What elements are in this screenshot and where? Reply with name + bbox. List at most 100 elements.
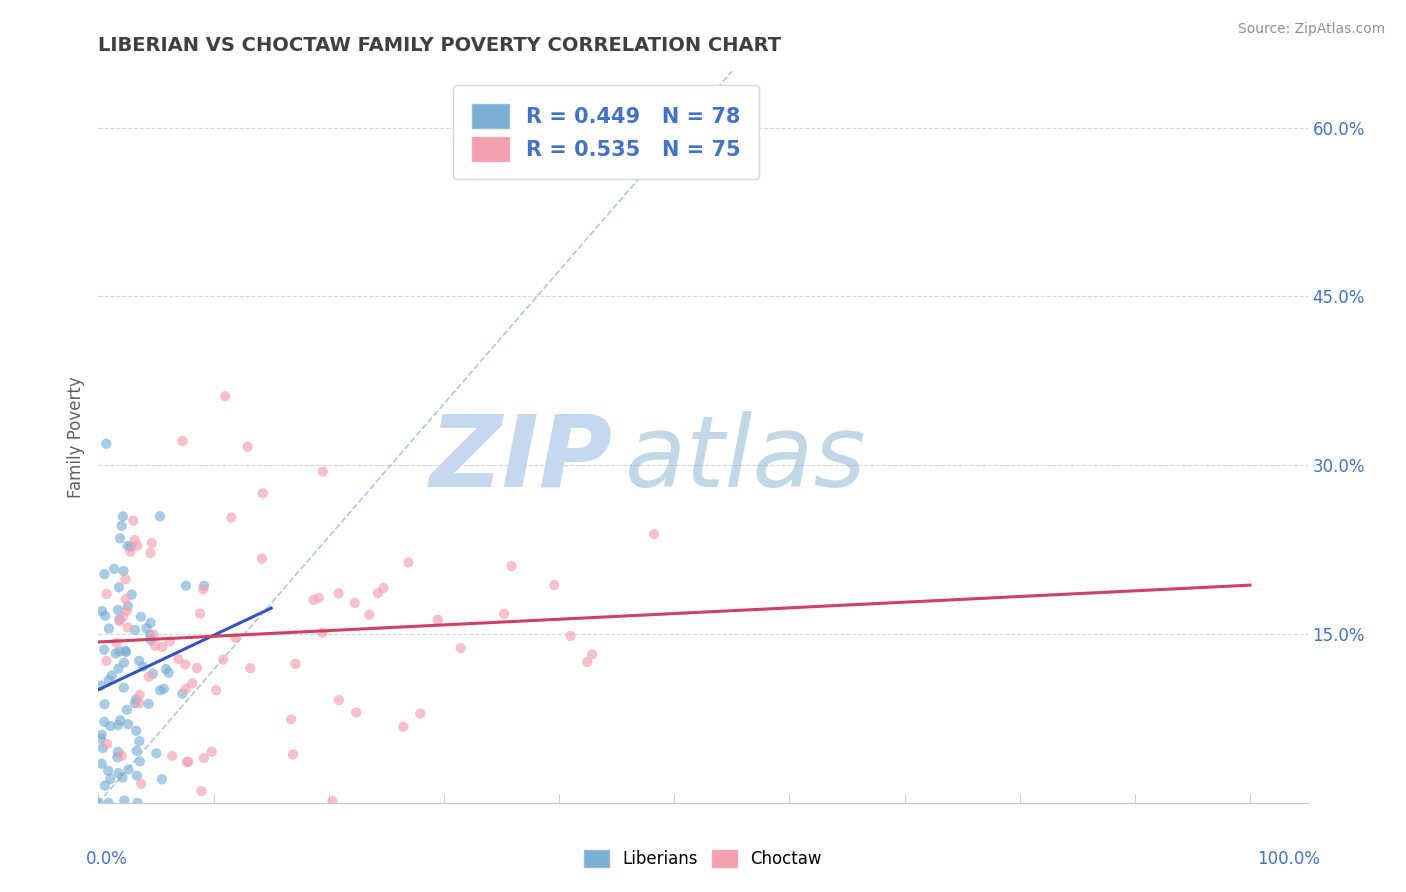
Point [117, 717, 139, 731]
Point [409, 706, 432, 721]
Point [108, 612, 131, 626]
Point [143, 639, 166, 653]
Point [124, 696, 146, 710]
Point [181, 676, 204, 690]
Point [90, 731, 112, 746]
Point [105, 750, 128, 764]
Point [90, 728, 112, 742]
Point [108, 644, 131, 658]
Point [93, 567, 115, 582]
Point [120, 544, 142, 558]
Point [214, 389, 236, 403]
Point [343, 596, 366, 610]
Point [111, 771, 134, 785]
Point [127, 796, 149, 810]
Point [100, 668, 122, 682]
Point [104, 647, 127, 661]
Point [450, 641, 472, 656]
Point [129, 609, 152, 624]
Point [110, 714, 132, 728]
Point [150, 772, 173, 787]
Point [212, 653, 235, 667]
Point [141, 536, 163, 550]
Point [96, 587, 118, 601]
Point [219, 510, 242, 524]
Point [193, 751, 215, 765]
Point [392, 720, 415, 734]
Point [117, 539, 139, 553]
Point [142, 628, 165, 642]
Point [97, 622, 120, 636]
Point [125, 744, 148, 758]
Point [167, 652, 190, 666]
Point [108, 531, 131, 545]
Point [107, 662, 129, 676]
Point [138, 697, 160, 711]
Point [174, 578, 197, 592]
Point [172, 687, 194, 701]
Point [135, 622, 157, 636]
Point [97, 673, 120, 687]
Point [107, 718, 129, 732]
Point [105, 636, 128, 650]
Point [117, 763, 139, 777]
Point [107, 766, 129, 780]
Point [312, 465, 335, 479]
Point [125, 692, 148, 706]
Point [284, 657, 307, 671]
Point [359, 607, 381, 622]
Point [190, 784, 212, 798]
Point [321, 794, 343, 808]
Point [112, 793, 135, 807]
Point [193, 582, 215, 597]
Point [543, 578, 565, 592]
Point [112, 609, 135, 624]
Point [110, 518, 132, 533]
Point [157, 665, 180, 680]
Point [328, 693, 350, 707]
Point [124, 533, 146, 548]
Point [149, 683, 172, 698]
Point [176, 755, 198, 769]
Point [328, 586, 350, 600]
Point [114, 572, 136, 586]
Point [90, 756, 112, 771]
Point [129, 777, 152, 791]
Point [373, 581, 395, 595]
Point [139, 633, 162, 648]
Point [93, 697, 115, 711]
Point [115, 604, 138, 618]
Point [90, 679, 112, 693]
Point [172, 434, 194, 448]
Point [643, 527, 665, 541]
Point [201, 745, 224, 759]
Point [344, 706, 367, 720]
Point [112, 656, 135, 670]
Point [128, 654, 150, 668]
Point [103, 562, 125, 576]
Point [128, 688, 150, 702]
Point [501, 559, 523, 574]
Point [581, 648, 603, 662]
Point [142, 666, 165, 681]
Point [125, 769, 148, 783]
Point [87, 796, 110, 810]
Point [124, 623, 146, 637]
Point [132, 659, 155, 673]
Point [186, 661, 208, 675]
Point [127, 539, 149, 553]
Point [122, 514, 145, 528]
Point [112, 564, 135, 578]
Point [494, 607, 516, 621]
Point [96, 654, 118, 668]
Point [97, 796, 120, 810]
Point [97, 764, 120, 778]
Point [236, 440, 259, 454]
Point [108, 580, 131, 594]
Point [121, 588, 143, 602]
Point [111, 748, 134, 763]
Text: ZIP: ZIP [429, 410, 613, 508]
Point [93, 714, 115, 729]
Text: atlas: atlas [624, 410, 866, 508]
Point [114, 644, 136, 658]
